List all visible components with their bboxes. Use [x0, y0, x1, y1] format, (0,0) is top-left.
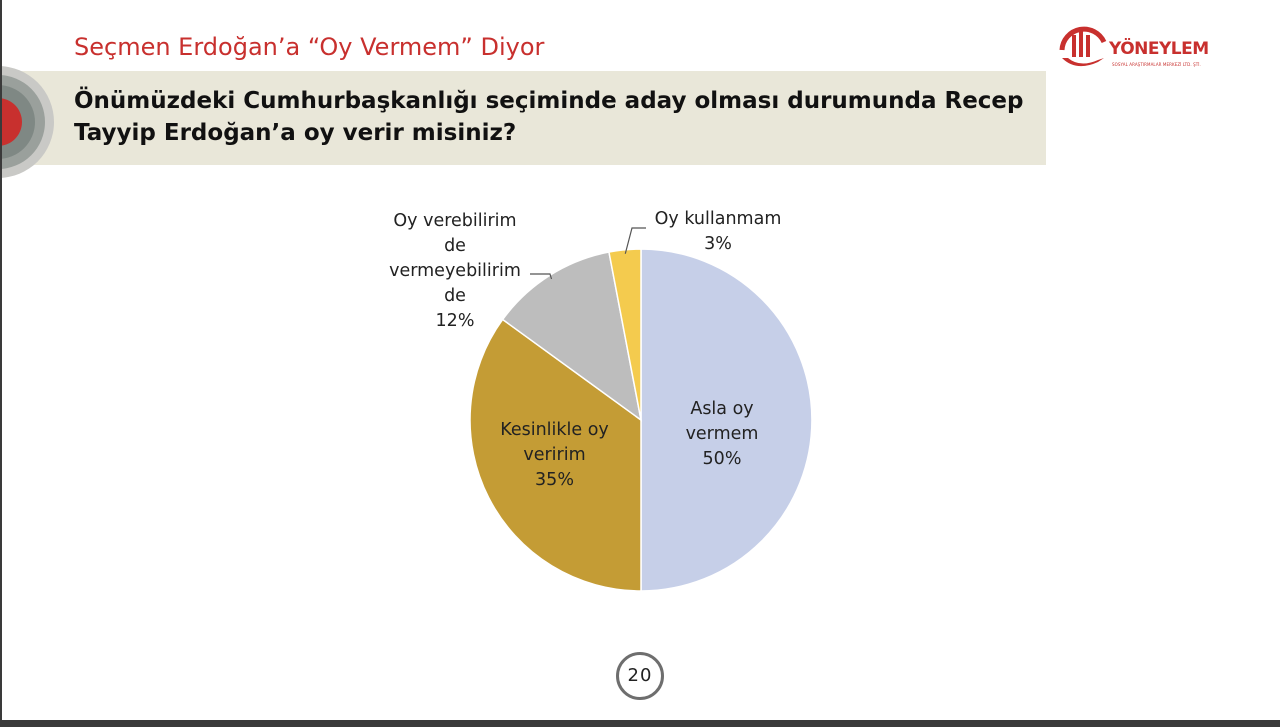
- pie-slice-0: [640, 248, 813, 592]
- pie-slice-1: [469, 318, 642, 592]
- survey-question: Önümüzdeki Cumhurbaşkanlığı seçiminde ad…: [74, 88, 1024, 146]
- question-band: [2, 71, 1046, 165]
- logo-tagline: SOSYAL ARAŞTIRMALAR MERKEZİ LTD. ŞTİ.: [1112, 62, 1201, 67]
- pie-label-line-2-2: vermeyebilirim: [389, 261, 521, 281]
- pie-label-line-1-1: veririm: [523, 445, 586, 465]
- pie-label-line-1-0: Kesinlikle oy: [500, 420, 609, 440]
- yoneylem-logo-icon: [1059, 26, 1107, 67]
- pie-label-line-2-3: de: [444, 286, 466, 306]
- pie-slice-2: [501, 251, 643, 422]
- pie-slice-3: [608, 248, 642, 421]
- logo-wordmark: YÖNEYLEM: [1109, 39, 1209, 59]
- pie-value-label-3: 3%: [704, 234, 732, 254]
- slide-title: Seçmen Erdoğan’a “Oy Vermem” Diyor: [74, 33, 545, 61]
- page-number: 20: [616, 652, 664, 700]
- pie-label-0: Asla oy vermem 50%: [662, 397, 782, 472]
- pie-label-line-2-1: de: [444, 236, 466, 256]
- pie-value-label-2: 12%: [435, 311, 475, 331]
- pie-label-2: Oy verebilirim de vermeyebilirim de 12%: [380, 209, 530, 334]
- pie-label-3: Oy kullanmam 3%: [648, 207, 788, 257]
- pie-value-label-0: 50%: [702, 449, 742, 469]
- leader-line-oy-kullanmam: [624, 227, 646, 254]
- pie-value-label-1: 35%: [535, 470, 574, 490]
- pie-label-line-0-1: vermem: [685, 424, 759, 444]
- pie-label-line-2-0: Oy verebilirim: [393, 211, 517, 231]
- target-decoration-icon: [2, 66, 54, 178]
- pie-label-line-3-0: Oy kullanmam: [654, 209, 782, 229]
- leader-line-oy-verebilirim: [530, 273, 553, 280]
- pie-label-1: Kesinlikle oy veririm 35%: [472, 418, 637, 493]
- pie-label-line-0-0: Asla oy: [690, 399, 754, 419]
